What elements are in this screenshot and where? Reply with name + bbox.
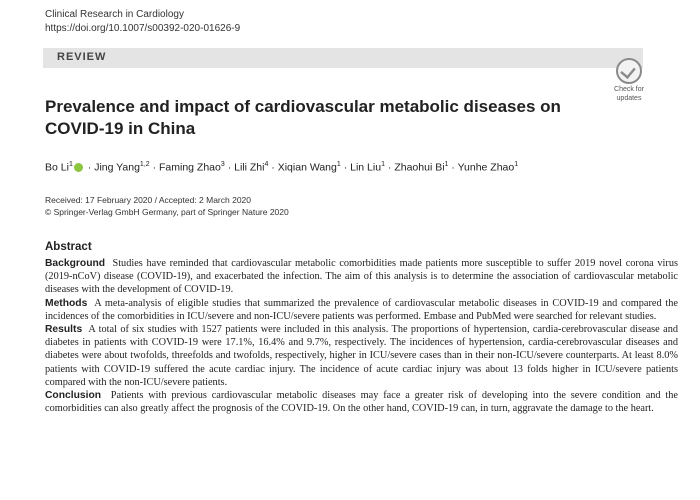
author-affiliation: 1 <box>381 161 385 168</box>
abstract-heading: Abstract <box>45 241 92 253</box>
author-separator: · <box>448 161 458 174</box>
author-list: Bo Li1 · Jing Yang1,2 · Faming Zhao3 · L… <box>45 158 518 175</box>
author-affiliation: 1 <box>514 161 519 168</box>
methods-text: A meta-analysis of eligible studies that… <box>45 297 678 322</box>
author-separator: · <box>149 161 159 174</box>
abstract-background: Background Studies have reminded that ca… <box>45 257 678 297</box>
conclusion-text: Patients with previous cardiovascular me… <box>45 390 678 415</box>
publication-dates: Received: 17 February 2020 / Accepted: 2… <box>45 194 289 218</box>
author-affiliation: 1 <box>444 161 449 168</box>
author-affiliation: 1,2 <box>139 161 150 168</box>
background-label: Background <box>45 258 106 269</box>
conclusion-label: Conclusion <box>45 390 102 402</box>
author-name[interactable]: Bo Li <box>45 161 69 174</box>
results-text: A total of six studies with 1527 patient… <box>45 324 678 388</box>
author-affiliation: 1 <box>336 161 341 168</box>
section-label: REVIEW <box>57 51 107 63</box>
results-label: Results <box>45 324 83 336</box>
author-separator: · <box>268 161 278 174</box>
journal-header: Clinical Research in Cardiology https://… <box>45 8 240 36</box>
abstract-body: Background Studies have reminded that ca… <box>45 257 678 415</box>
author-separator: · <box>224 161 235 174</box>
author-name[interactable]: Jing Yang <box>94 161 140 174</box>
author-affiliation: 1 <box>68 161 73 168</box>
abstract-conclusion: Conclusion Patients with previous cardio… <box>45 389 678 415</box>
author-name[interactable]: Lili Zhi <box>234 161 265 174</box>
check-badge-line2: updates <box>616 95 642 102</box>
orcid-icon[interactable] <box>73 162 83 172</box>
author-separator: · <box>384 161 395 174</box>
abstract-results: Results A total of six studies with 1527… <box>45 323 678 389</box>
doi-link[interactable]: https://doi.org/10.1007/s00392-020-01626… <box>45 23 241 34</box>
author-affiliation: 4 <box>264 161 269 168</box>
received-accepted-dates: Received: 17 February 2020 / Accepted: 2… <box>45 195 252 205</box>
check-badge-line1: Check for <box>614 86 644 93</box>
check-for-updates-badge[interactable]: Check for updates <box>612 56 646 102</box>
background-text: Studies have reminded that cardiovascula… <box>45 258 678 296</box>
journal-name: Clinical Research in Cardiology <box>45 9 184 20</box>
abstract-methods: Methods A meta-analysis of eligible stud… <box>45 297 678 323</box>
author-separator: · <box>340 161 351 174</box>
copyright-notice: © Springer-Verlag GmbH Germany, part of … <box>45 207 289 217</box>
article-title: Prevalence and impact of cardiovascular … <box>45 97 561 138</box>
author-name[interactable]: Faming Zhao <box>159 161 221 174</box>
methods-label: Methods <box>45 297 88 309</box>
author-name[interactable]: Xiqian Wang <box>277 161 337 174</box>
author-affiliation: 3 <box>220 161 225 168</box>
author-name[interactable]: Zhaohui Bi <box>394 161 445 174</box>
author-name[interactable]: Lin Liu <box>350 161 382 174</box>
author-separator: · <box>84 161 95 174</box>
check-updates-icon <box>616 58 642 84</box>
author-name[interactable]: Yunhe Zhao <box>457 161 515 174</box>
section-bar: REVIEW <box>43 48 643 68</box>
